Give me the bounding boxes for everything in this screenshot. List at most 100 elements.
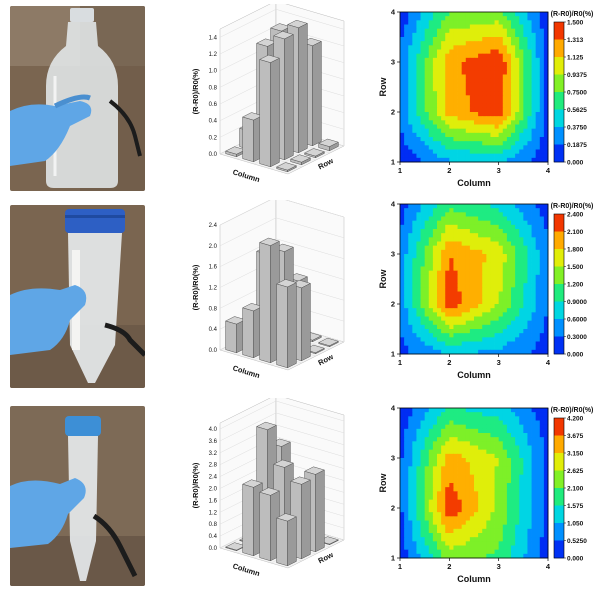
x-tick-label: 3 [497, 166, 501, 175]
colorbar-tick-label: 1.125 [567, 54, 584, 61]
z-tick-label: 2.0 [209, 486, 218, 492]
x-axis-label: Column [232, 363, 262, 380]
z-tick-label: 0.4 [209, 534, 218, 540]
colorbar-tick-label: 2.100 [567, 485, 584, 492]
z-tick-label: 3.2 [209, 451, 218, 457]
y-axis-label: Row [378, 269, 388, 289]
colorbar-tick-label: 2.400 [567, 211, 584, 218]
x-axis-label: Column [457, 574, 491, 584]
x-tick-label: 2 [447, 358, 451, 367]
y-tick-label: 3 [391, 454, 395, 463]
colorbar-tick-label: 0.5625 [567, 107, 587, 114]
z-tick-label: 1.6 [209, 498, 218, 504]
z-tick-label: 1.2 [209, 52, 218, 58]
x-tick-label: 1 [398, 562, 402, 571]
y-tick-label: 3 [391, 250, 395, 259]
colorbar-tick-label: 1.200 [567, 281, 584, 288]
colorbar-tick-label: 0.7500 [567, 89, 587, 96]
photo-centrifuge-tube-15ml [10, 406, 145, 586]
colorbar-tick-label: 1.500 [567, 19, 584, 26]
z-tick-label: 3.6 [209, 439, 218, 445]
z-tick-label: 0.8 [209, 85, 218, 91]
y-tick-label: 2 [391, 300, 395, 309]
bar-col4-row3 [303, 148, 326, 159]
bar-col4-row2 [289, 154, 312, 166]
z-tick-label: 1.0 [209, 69, 218, 75]
x-axis-label: Column [232, 561, 262, 578]
colorbar [553, 213, 565, 355]
y-tick-label: 4 [391, 404, 396, 413]
colorbar-tick-label: 2.100 [567, 229, 584, 236]
colorbar-tick-label: 1.313 [567, 37, 584, 44]
z-tick-label: 1.6 [209, 265, 218, 271]
x-tick-label: 4 [546, 358, 551, 367]
x-tick-label: 3 [497, 358, 501, 367]
z-tick-label: 0.8 [209, 522, 218, 528]
bar-col4-row1 [275, 513, 298, 567]
x-axis-label: Column [457, 370, 491, 380]
z-tick-label: 2.0 [209, 244, 218, 250]
z-tick-label: 0.0 [209, 152, 218, 158]
contour-field [400, 12, 549, 163]
bar-col4-row1 [275, 279, 298, 369]
colorbar [553, 417, 565, 559]
contour-map-tube50: 1 2 3 4 1 2 3 4 Column Row 2.400 2.100 1.800 1.500 1.2… [376, 196, 598, 388]
z-tick-label: 2.4 [209, 223, 218, 229]
colorbar-tick-label: 0.000 [567, 351, 584, 358]
x-tick-label: 2 [447, 166, 451, 175]
x-axis-label: Column [232, 167, 262, 184]
colorbar-tick-label: 0.9375 [567, 72, 587, 79]
z-tick-label: 2.8 [209, 463, 218, 469]
z-tick-label: 1.2 [209, 286, 218, 292]
z-tick-label: 0.0 [209, 348, 218, 354]
colorbar-title: (R-R0)/R0(%) [551, 407, 594, 414]
y-axis-label: Row [378, 77, 388, 97]
y-tick-label: 1 [391, 158, 395, 167]
contour-map-bottle: 1 2 3 4 1 2 3 4 Column Row 1.500 1.313 1.125 0.9375 0.… [376, 4, 598, 196]
x-tick-label: 3 [497, 562, 501, 571]
colorbar [553, 21, 565, 163]
colorbar-tick-label: 1.575 [567, 503, 584, 510]
colorbar-tick-label: 1.500 [567, 264, 584, 271]
photo-plastic-bottle [10, 6, 145, 191]
x-tick-label: 1 [398, 358, 402, 367]
z-tick-label: 2.4 [209, 475, 218, 481]
bar3d-chart-tube50: 0.0 0.4 0.8 1.2 1.6 2.0 2.4 (R-R0)/R0(%) Column R… [172, 196, 372, 392]
z-tick-label: 0.2 [209, 135, 218, 141]
colorbar-title: (R-R0)/R0(%) [551, 203, 594, 210]
bar3d-chart-bottle: 0.0 0.2 0.4 0.6 0.8 1.0 1.2 1.4 (R-R0)/R0(%) Colu… [172, 0, 372, 196]
colorbar-tick-label: 0.6000 [567, 316, 587, 323]
z-tick-label: 1.2 [209, 510, 218, 516]
colorbar-tick-label: 0.9000 [567, 299, 587, 306]
colorbar-tick-label: 0.000 [567, 555, 584, 562]
y-tick-label: 4 [391, 200, 396, 209]
z-tick-label: 0.4 [209, 119, 218, 125]
colorbar-tick-label: 2.625 [567, 468, 584, 475]
colorbar-tick-label: 4.200 [567, 415, 584, 422]
bar-col3-row1 [258, 54, 281, 168]
contour-field [400, 204, 549, 355]
contour-map-tube15: 1 2 3 4 1 2 3 4 Column Row 4.200 3.675 3.150 2.625 2.1… [376, 400, 598, 592]
colorbar-title: (R-R0)/R0(%) [551, 11, 594, 18]
y-axis-label: Row [378, 473, 388, 493]
z-tick-label: 0.0 [209, 546, 218, 552]
colorbar-tick-label: 0.1875 [567, 142, 587, 149]
x-tick-label: 4 [546, 166, 551, 175]
y-tick-label: 4 [391, 8, 396, 17]
z-tick-label: 0.6 [209, 102, 218, 108]
bar-col4-row4 [317, 138, 340, 152]
y-tick-label: 2 [391, 504, 395, 513]
colorbar-tick-label: 0.5250 [567, 538, 587, 545]
bar-col4-row4 [317, 337, 340, 348]
z-tick-label: 4.0 [209, 427, 218, 433]
z-tick-label: 0.8 [209, 306, 218, 312]
x-tick-label: 4 [546, 562, 551, 571]
x-tick-label: 2 [447, 562, 451, 571]
colorbar-tick-label: 1.800 [567, 246, 584, 253]
z-tick-label: 1.4 [209, 35, 218, 41]
y-tick-label: 3 [391, 58, 395, 67]
z-axis-label: (R-R0)/R0(%) [191, 462, 200, 508]
photo-centrifuge-tube-50ml [10, 205, 145, 388]
y-tick-label: 1 [391, 554, 395, 563]
colorbar-tick-label: 3.675 [567, 433, 584, 440]
